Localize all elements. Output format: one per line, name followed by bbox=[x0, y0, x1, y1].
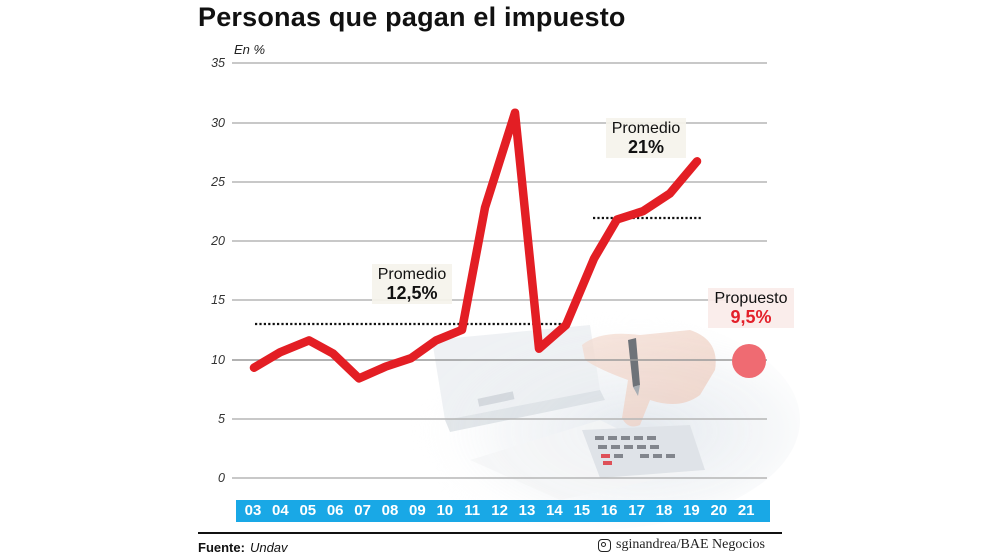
proposed-annotation-label: Propuesto bbox=[714, 290, 788, 307]
x-axis-label: 16 bbox=[600, 502, 618, 519]
svg-text:35: 35 bbox=[211, 56, 225, 70]
x-axis-label: 04 bbox=[272, 502, 289, 519]
x-axis-label: 03 bbox=[244, 502, 262, 519]
x-axis-label: 13 bbox=[518, 502, 536, 519]
x-axis-label: 06 bbox=[326, 502, 344, 519]
source-note: Fuente: Undav bbox=[198, 540, 288, 555]
x-axis-label: 10 bbox=[436, 502, 454, 519]
x-axis-label: 14 bbox=[546, 502, 563, 519]
x-axis-label: 15 bbox=[573, 502, 591, 519]
background-photo bbox=[380, 310, 800, 530]
x-axis-label: 21 bbox=[737, 502, 755, 519]
average-annotation-1-value: 12,5% bbox=[386, 283, 438, 303]
x-axis-band bbox=[236, 500, 770, 522]
source-value: Undav bbox=[249, 540, 288, 555]
credit-text: sginandrea/BAE Negocios bbox=[616, 537, 765, 552]
average-annotation-1-label: Promedio bbox=[377, 266, 447, 283]
average-annotation-2-value: 21% bbox=[627, 137, 665, 157]
svg-text:5: 5 bbox=[218, 412, 225, 426]
svg-text:30: 30 bbox=[211, 116, 225, 130]
data-line bbox=[249, 108, 702, 383]
y-axis-ticks: 35 30 25 20 15 10 5 0 bbox=[210, 56, 225, 485]
x-axis-label: 07 bbox=[354, 502, 371, 519]
x-axis-label: 18 bbox=[655, 502, 673, 519]
x-axis-label: 20 bbox=[710, 502, 728, 519]
svg-text:25: 25 bbox=[210, 175, 225, 189]
x-axis-label: 12 bbox=[491, 502, 508, 519]
proposed-annotation-value: 9,5% bbox=[730, 307, 772, 327]
x-axis-label: 11 bbox=[464, 502, 481, 519]
x-axis-label: 19 bbox=[683, 502, 700, 519]
x-axis-label: 05 bbox=[299, 502, 317, 519]
proposed-point bbox=[732, 344, 766, 378]
average-annotation-2-label: Promedio bbox=[611, 120, 681, 137]
x-axis-label: 09 bbox=[409, 502, 426, 519]
average-annotation-2: Promedio 21% bbox=[606, 118, 686, 158]
svg-text:10: 10 bbox=[211, 353, 225, 367]
x-axis-label: 08 bbox=[381, 502, 399, 519]
svg-text:0: 0 bbox=[218, 471, 225, 485]
footer-rule bbox=[198, 532, 782, 534]
x-axis-label: 17 bbox=[628, 502, 645, 519]
source-label: Fuente: bbox=[198, 540, 245, 555]
svg-text:15: 15 bbox=[211, 293, 225, 307]
credit: sginandrea/BAE Negocios bbox=[598, 537, 765, 553]
instagram-icon bbox=[598, 538, 611, 552]
proposed-annotation: Propuesto 9,5% bbox=[708, 288, 794, 328]
chart-title: Personas que pagan el impuesto bbox=[198, 2, 626, 32]
y-axis-unit-label: En % bbox=[234, 42, 266, 57]
svg-text:20: 20 bbox=[210, 234, 225, 248]
average-annotation-1: Promedio 12,5% bbox=[372, 264, 452, 304]
